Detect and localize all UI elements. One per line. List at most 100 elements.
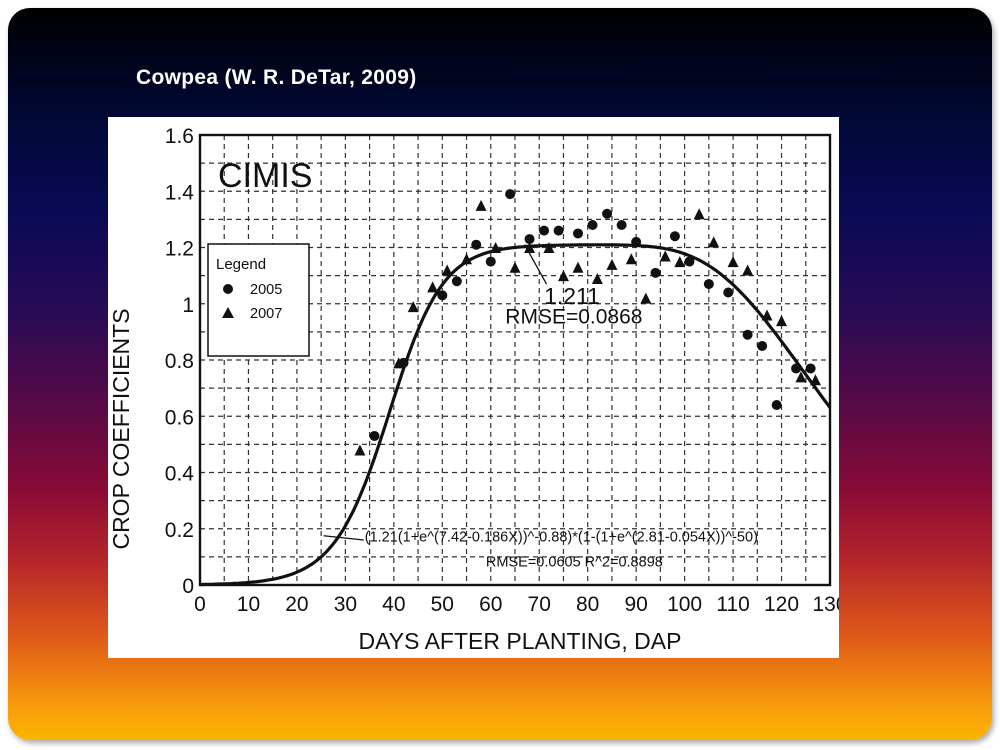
- point-2005: [471, 239, 482, 250]
- point-2007: [640, 292, 652, 304]
- point-2005: [723, 287, 734, 298]
- y-tick-label: 0: [182, 575, 194, 598]
- y-tick-label: 0.6: [165, 406, 194, 429]
- y-tick-label: 0.2: [165, 519, 194, 542]
- plateau-rmse-label: RMSE=0.0868: [505, 305, 642, 328]
- point-2007: [606, 258, 618, 270]
- point-2005: [369, 430, 380, 441]
- point-2005: [650, 267, 661, 278]
- y-tick-label: 1.2: [165, 238, 194, 261]
- point-2005: [771, 400, 782, 410]
- x-tick-label: 70: [528, 593, 551, 616]
- point-2005: [757, 340, 768, 351]
- point-2005: [505, 189, 516, 200]
- point-2005: [485, 256, 496, 267]
- point-2005: [742, 329, 753, 340]
- x-tick-label: 120: [764, 593, 799, 616]
- plateau-leader-line: [524, 244, 548, 285]
- point-2007: [776, 315, 788, 327]
- point-2005: [791, 363, 802, 374]
- slide-title: Cowpea (W. R. DeTar, 2009): [136, 66, 417, 89]
- point-2007: [591, 272, 603, 284]
- chart-figure: 0 10 20 30 40 50 60 70 80 90 100 110 120 130 0 0.2 0.4 0.…: [108, 117, 839, 658]
- x-tick-label: 40: [382, 593, 405, 616]
- y-tick-label: 0.4: [165, 463, 195, 486]
- point-2007: [427, 281, 439, 293]
- point-2005: [587, 220, 598, 230]
- point-2005: [437, 290, 448, 301]
- legend-marker-circle: [223, 284, 233, 294]
- point-2005: [524, 234, 535, 245]
- point-2007: [524, 242, 536, 253]
- x-tick-label: 20: [285, 593, 308, 616]
- legend-box: [207, 243, 310, 357]
- point-2007: [727, 256, 739, 268]
- slide-background: Cowpea (W. R. DeTar, 2009) 0 10 20 30 40 50 60…: [8, 8, 992, 740]
- point-2005: [805, 363, 816, 374]
- legend: Legend 2005 2007: [207, 243, 310, 357]
- point-2007: [354, 444, 366, 456]
- x-tick-label: 30: [334, 593, 357, 616]
- tick-labels: 0 10 20 30 40 50 60 70 80 90 100 110 120 130 0 0.2 0.4 0.…: [165, 125, 839, 616]
- point-2005: [553, 225, 564, 236]
- grid-lines: [199, 134, 831, 586]
- x-tick-label: 50: [431, 593, 454, 616]
- point-2007: [795, 371, 807, 383]
- plot-frame: [198, 133, 832, 587]
- x-tick-label: 130: [812, 593, 839, 616]
- y-tick-label: 1: [182, 294, 194, 317]
- x-tick-label: 10: [237, 593, 260, 616]
- crop-coefficient-chart: 0 10 20 30 40 50 60 70 80 90 100 110 120 130 0 0.2 0.4 0.…: [108, 125, 839, 654]
- point-2007: [509, 261, 521, 273]
- y-tick-label: 1.4: [165, 181, 195, 204]
- x-tick-label: 90: [624, 593, 647, 616]
- fit-stats-label: RMSE=0.0605 R^2=0.8898: [486, 555, 663, 571]
- equation-label: (1.21(1+e^(7.42-0.186X))^-0.88)*(1-(1+e^…: [365, 529, 758, 545]
- legend-entry-label: 2007: [250, 306, 282, 322]
- y-tick-label: 0.8: [165, 350, 194, 373]
- point-2007: [708, 236, 720, 248]
- legend-title: Legend: [216, 256, 266, 273]
- point-2005: [703, 279, 714, 290]
- y-tick-label: 1.6: [165, 125, 194, 148]
- x-tick-label: 100: [667, 593, 702, 616]
- point-2005: [451, 276, 462, 287]
- point-2007: [557, 270, 569, 282]
- x-tick-label: 0: [194, 593, 206, 616]
- equation-leader-line: [323, 535, 364, 541]
- point-2005: [602, 208, 613, 219]
- x-tick-label: 60: [479, 593, 502, 616]
- point-2007: [490, 242, 502, 253]
- point-2005: [616, 220, 627, 230]
- point-2007: [674, 256, 686, 268]
- fit-curve-layer: [200, 243, 832, 587]
- point-2007: [393, 357, 405, 369]
- point-2007: [475, 199, 487, 211]
- point-2007: [461, 253, 473, 265]
- plot-axes: [198, 133, 832, 587]
- point-2007: [742, 264, 754, 276]
- x-tick-label: 110: [716, 593, 749, 616]
- point-2007: [809, 374, 821, 386]
- legend-marker-triangle: [222, 307, 234, 318]
- point-2007: [407, 301, 419, 313]
- point-2007: [761, 309, 773, 321]
- data-points: [354, 189, 821, 456]
- point-2007: [543, 242, 555, 253]
- fit-curve: [200, 243, 832, 587]
- point-2005: [669, 231, 680, 242]
- legend-entry-label: 2005: [250, 282, 282, 298]
- point-2007: [659, 250, 671, 262]
- inner-title: CIMIS: [218, 157, 312, 195]
- point-2005: [539, 225, 550, 236]
- point-2005: [573, 228, 583, 239]
- point-2007: [625, 253, 637, 265]
- x-axis-title: DAYS AFTER PLANTING, DAP: [359, 628, 682, 654]
- plateau-label: 1.211: [544, 283, 600, 309]
- x-tick-label: 80: [576, 593, 599, 616]
- point-2007: [572, 261, 584, 273]
- point-2005: [631, 236, 642, 247]
- y-axis-title: CROP COEFFICIENTS: [108, 308, 134, 549]
- point-2005: [684, 256, 695, 267]
